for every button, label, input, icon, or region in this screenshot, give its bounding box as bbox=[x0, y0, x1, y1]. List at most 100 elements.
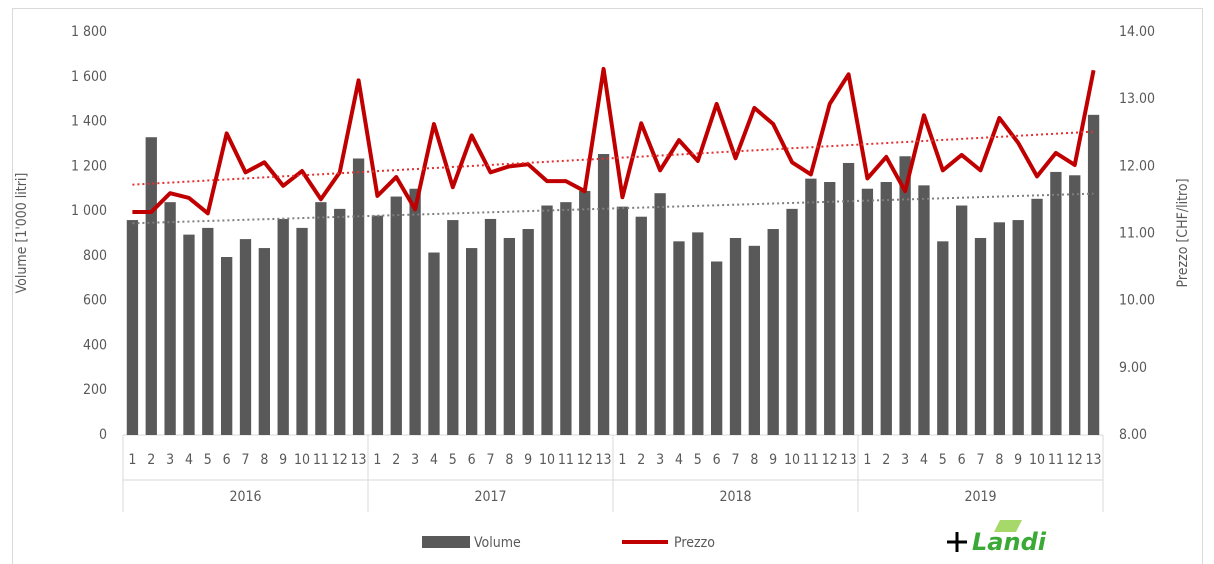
x-tick-label: 7 bbox=[976, 452, 984, 468]
x-tick-label: 3 bbox=[166, 452, 174, 468]
x-tick-label: 2 bbox=[882, 452, 890, 468]
bar bbox=[503, 237, 515, 435]
bar bbox=[296, 227, 308, 435]
x-tick-label: 2 bbox=[392, 452, 400, 468]
x-tick-label: 13 bbox=[351, 452, 367, 468]
x-tick-label: 9 bbox=[279, 452, 287, 468]
bar bbox=[1031, 198, 1043, 435]
bar bbox=[673, 241, 685, 435]
bar bbox=[654, 193, 666, 435]
bar bbox=[1050, 171, 1062, 436]
x-tick-label: 11 bbox=[803, 452, 819, 468]
x-tick-label: 13 bbox=[841, 452, 857, 468]
bar bbox=[390, 196, 402, 435]
bar bbox=[466, 248, 478, 435]
trend-line bbox=[132, 130, 1094, 186]
bar bbox=[597, 154, 610, 435]
bar bbox=[221, 257, 233, 435]
x-tick-label: 9 bbox=[769, 452, 777, 468]
bar bbox=[579, 190, 591, 435]
y2-tick-label: 10.00 bbox=[1119, 293, 1155, 309]
y2-tick-label: 13.00 bbox=[1119, 91, 1155, 107]
x-tick-label: 8 bbox=[505, 452, 513, 468]
bar bbox=[748, 245, 760, 435]
bar bbox=[692, 232, 704, 435]
x-tick-label: 1 bbox=[128, 452, 136, 468]
x-tick-label: 6 bbox=[958, 452, 966, 468]
bar bbox=[484, 218, 497, 435]
x-tick-label: 7 bbox=[241, 452, 249, 468]
bar bbox=[334, 208, 346, 435]
x-tick-label: 7 bbox=[731, 452, 739, 468]
x-tick-label: 12 bbox=[822, 452, 838, 468]
x-tick-label: 3 bbox=[411, 452, 419, 468]
bar bbox=[861, 188, 874, 435]
y2-tick-label: 11.00 bbox=[1119, 226, 1155, 242]
y2-tick-label: 8.00 bbox=[1119, 427, 1147, 443]
legend-label: Prezzo bbox=[674, 535, 715, 551]
bar bbox=[1069, 175, 1081, 436]
bar bbox=[560, 202, 572, 435]
y-tick-label: 1 000 bbox=[71, 203, 107, 219]
group-label: 2016 bbox=[229, 489, 261, 505]
bar bbox=[956, 205, 968, 435]
bar bbox=[522, 229, 534, 435]
x-tick-label: 11 bbox=[313, 452, 329, 468]
logo-leaf bbox=[994, 520, 1022, 532]
x-tick-label: 5 bbox=[204, 452, 212, 468]
x-tick-label: 10 bbox=[784, 452, 800, 468]
x-tick-label: 4 bbox=[430, 452, 438, 468]
x-tick-label: 6 bbox=[713, 452, 721, 468]
x-tick-label: 13 bbox=[596, 452, 612, 468]
group-label: 2019 bbox=[964, 489, 996, 505]
y-axis-title: Volume [1'000 litri] bbox=[14, 173, 30, 294]
y-tick-label: 600 bbox=[83, 293, 107, 309]
bar bbox=[1012, 220, 1024, 435]
bar bbox=[824, 182, 836, 435]
bar bbox=[126, 220, 139, 435]
x-tick-label: 6 bbox=[468, 452, 476, 468]
x-tick-label: 3 bbox=[656, 452, 664, 468]
bar bbox=[1087, 114, 1100, 435]
bar bbox=[277, 218, 289, 435]
bar bbox=[258, 248, 270, 435]
x-tick-label: 12 bbox=[577, 452, 593, 468]
trend-line bbox=[132, 192, 1094, 225]
x-tick-label: 12 bbox=[1067, 452, 1083, 468]
bar bbox=[918, 185, 930, 435]
x-tick-label: 9 bbox=[1014, 452, 1022, 468]
y2-axis-title: Prezzo [CHF/litro] bbox=[1175, 179, 1191, 288]
x-tick-label: 1 bbox=[863, 452, 871, 468]
bar bbox=[729, 237, 742, 435]
logo-cross bbox=[947, 532, 967, 552]
bar bbox=[880, 182, 892, 435]
bar bbox=[428, 252, 440, 435]
y2-tick-label: 12.00 bbox=[1119, 158, 1155, 174]
bar bbox=[805, 178, 817, 435]
x-tick-label: 2 bbox=[637, 452, 645, 468]
x-tick-label: 12 bbox=[332, 452, 348, 468]
bar bbox=[352, 158, 365, 435]
x-tick-label: 10 bbox=[539, 452, 555, 468]
chart-frame bbox=[12, 8, 1203, 564]
x-tick-label: 4 bbox=[185, 452, 193, 468]
x-tick-label: 7 bbox=[486, 452, 494, 468]
x-tick-label: 10 bbox=[1029, 452, 1045, 468]
bar bbox=[315, 202, 327, 435]
group-label: 2017 bbox=[474, 489, 506, 505]
bar bbox=[409, 188, 421, 435]
y-tick-label: 400 bbox=[83, 337, 107, 353]
y-tick-label: 200 bbox=[83, 382, 107, 398]
x-tick-label: 5 bbox=[449, 452, 457, 468]
x-tick-label: 5 bbox=[939, 452, 947, 468]
x-tick-label: 3 bbox=[901, 452, 909, 468]
bar bbox=[371, 215, 384, 435]
bar bbox=[239, 239, 252, 435]
bar bbox=[842, 162, 855, 435]
y2-tick-label: 14.00 bbox=[1119, 24, 1155, 40]
x-tick-label: 4 bbox=[920, 452, 928, 468]
bar bbox=[202, 227, 214, 435]
bar bbox=[541, 205, 553, 435]
